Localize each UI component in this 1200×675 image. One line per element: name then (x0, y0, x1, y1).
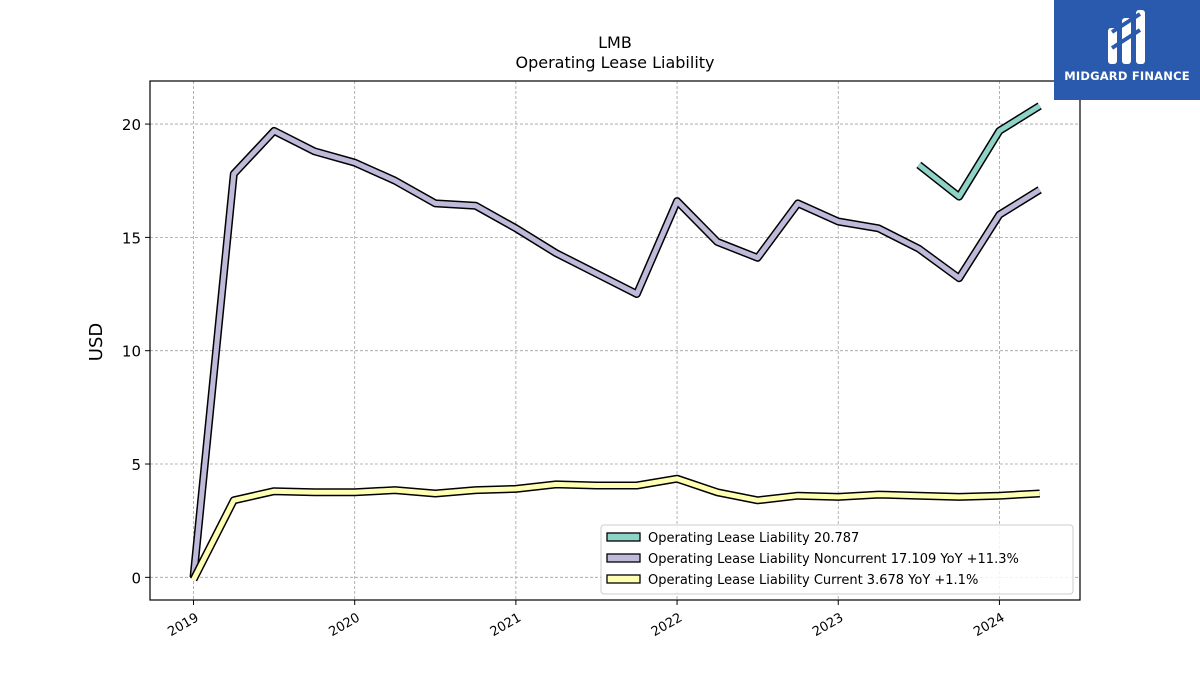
series-line (191, 128, 1042, 578)
legend-swatch (606, 574, 641, 584)
legend-label: Operating Lease Liability Noncurrent 17.… (648, 552, 1019, 567)
brand-logo: MIDGARD FINANCE (1054, 0, 1200, 100)
y-tick-label: 5 (131, 456, 141, 474)
series-line (191, 476, 1040, 581)
series-operating-lease-liability-noncurrent (189, 126, 1042, 578)
x-tick-label: 2022 (649, 610, 685, 640)
legend-label: Operating Lease Liability 20.787 (648, 531, 859, 546)
logo-text: MIDGARD FINANCE (1064, 69, 1190, 83)
series-operating-lease-liability (916, 102, 1042, 201)
y-axis-label: USD (86, 323, 107, 361)
series-line-outline (189, 126, 1042, 578)
series-lines (189, 102, 1042, 582)
y-tick-label: 10 (122, 343, 141, 361)
x-tick-label: 2023 (810, 610, 846, 640)
legend-swatch (606, 532, 641, 542)
x-tick-label: 2021 (488, 610, 524, 640)
y-tick-label: 0 (131, 569, 141, 587)
series-operating-lease-liability-current (189, 474, 1040, 582)
legend-swatch (606, 553, 641, 563)
legend: Operating Lease Liability 20.787 Operatin… (600, 524, 1074, 595)
y-tick-label: 20 (122, 116, 141, 134)
legend-label: Operating Lease Liability Current 3.678 … (648, 573, 978, 588)
legend-box (600, 524, 1074, 595)
x-tick-label: 2020 (327, 610, 363, 640)
plot-frame (149, 80, 1081, 601)
x-tick-label: 2024 (971, 610, 1007, 640)
y-tick-label: 15 (122, 229, 141, 247)
chart-subtitle: Operating Lease Liability (515, 53, 714, 72)
series-line (917, 103, 1042, 200)
x-tick-label: 2019 (165, 610, 201, 640)
chart-title: LMB (598, 33, 632, 52)
grid (150, 81, 1080, 600)
midgard-logo-icon (1108, 10, 1145, 64)
